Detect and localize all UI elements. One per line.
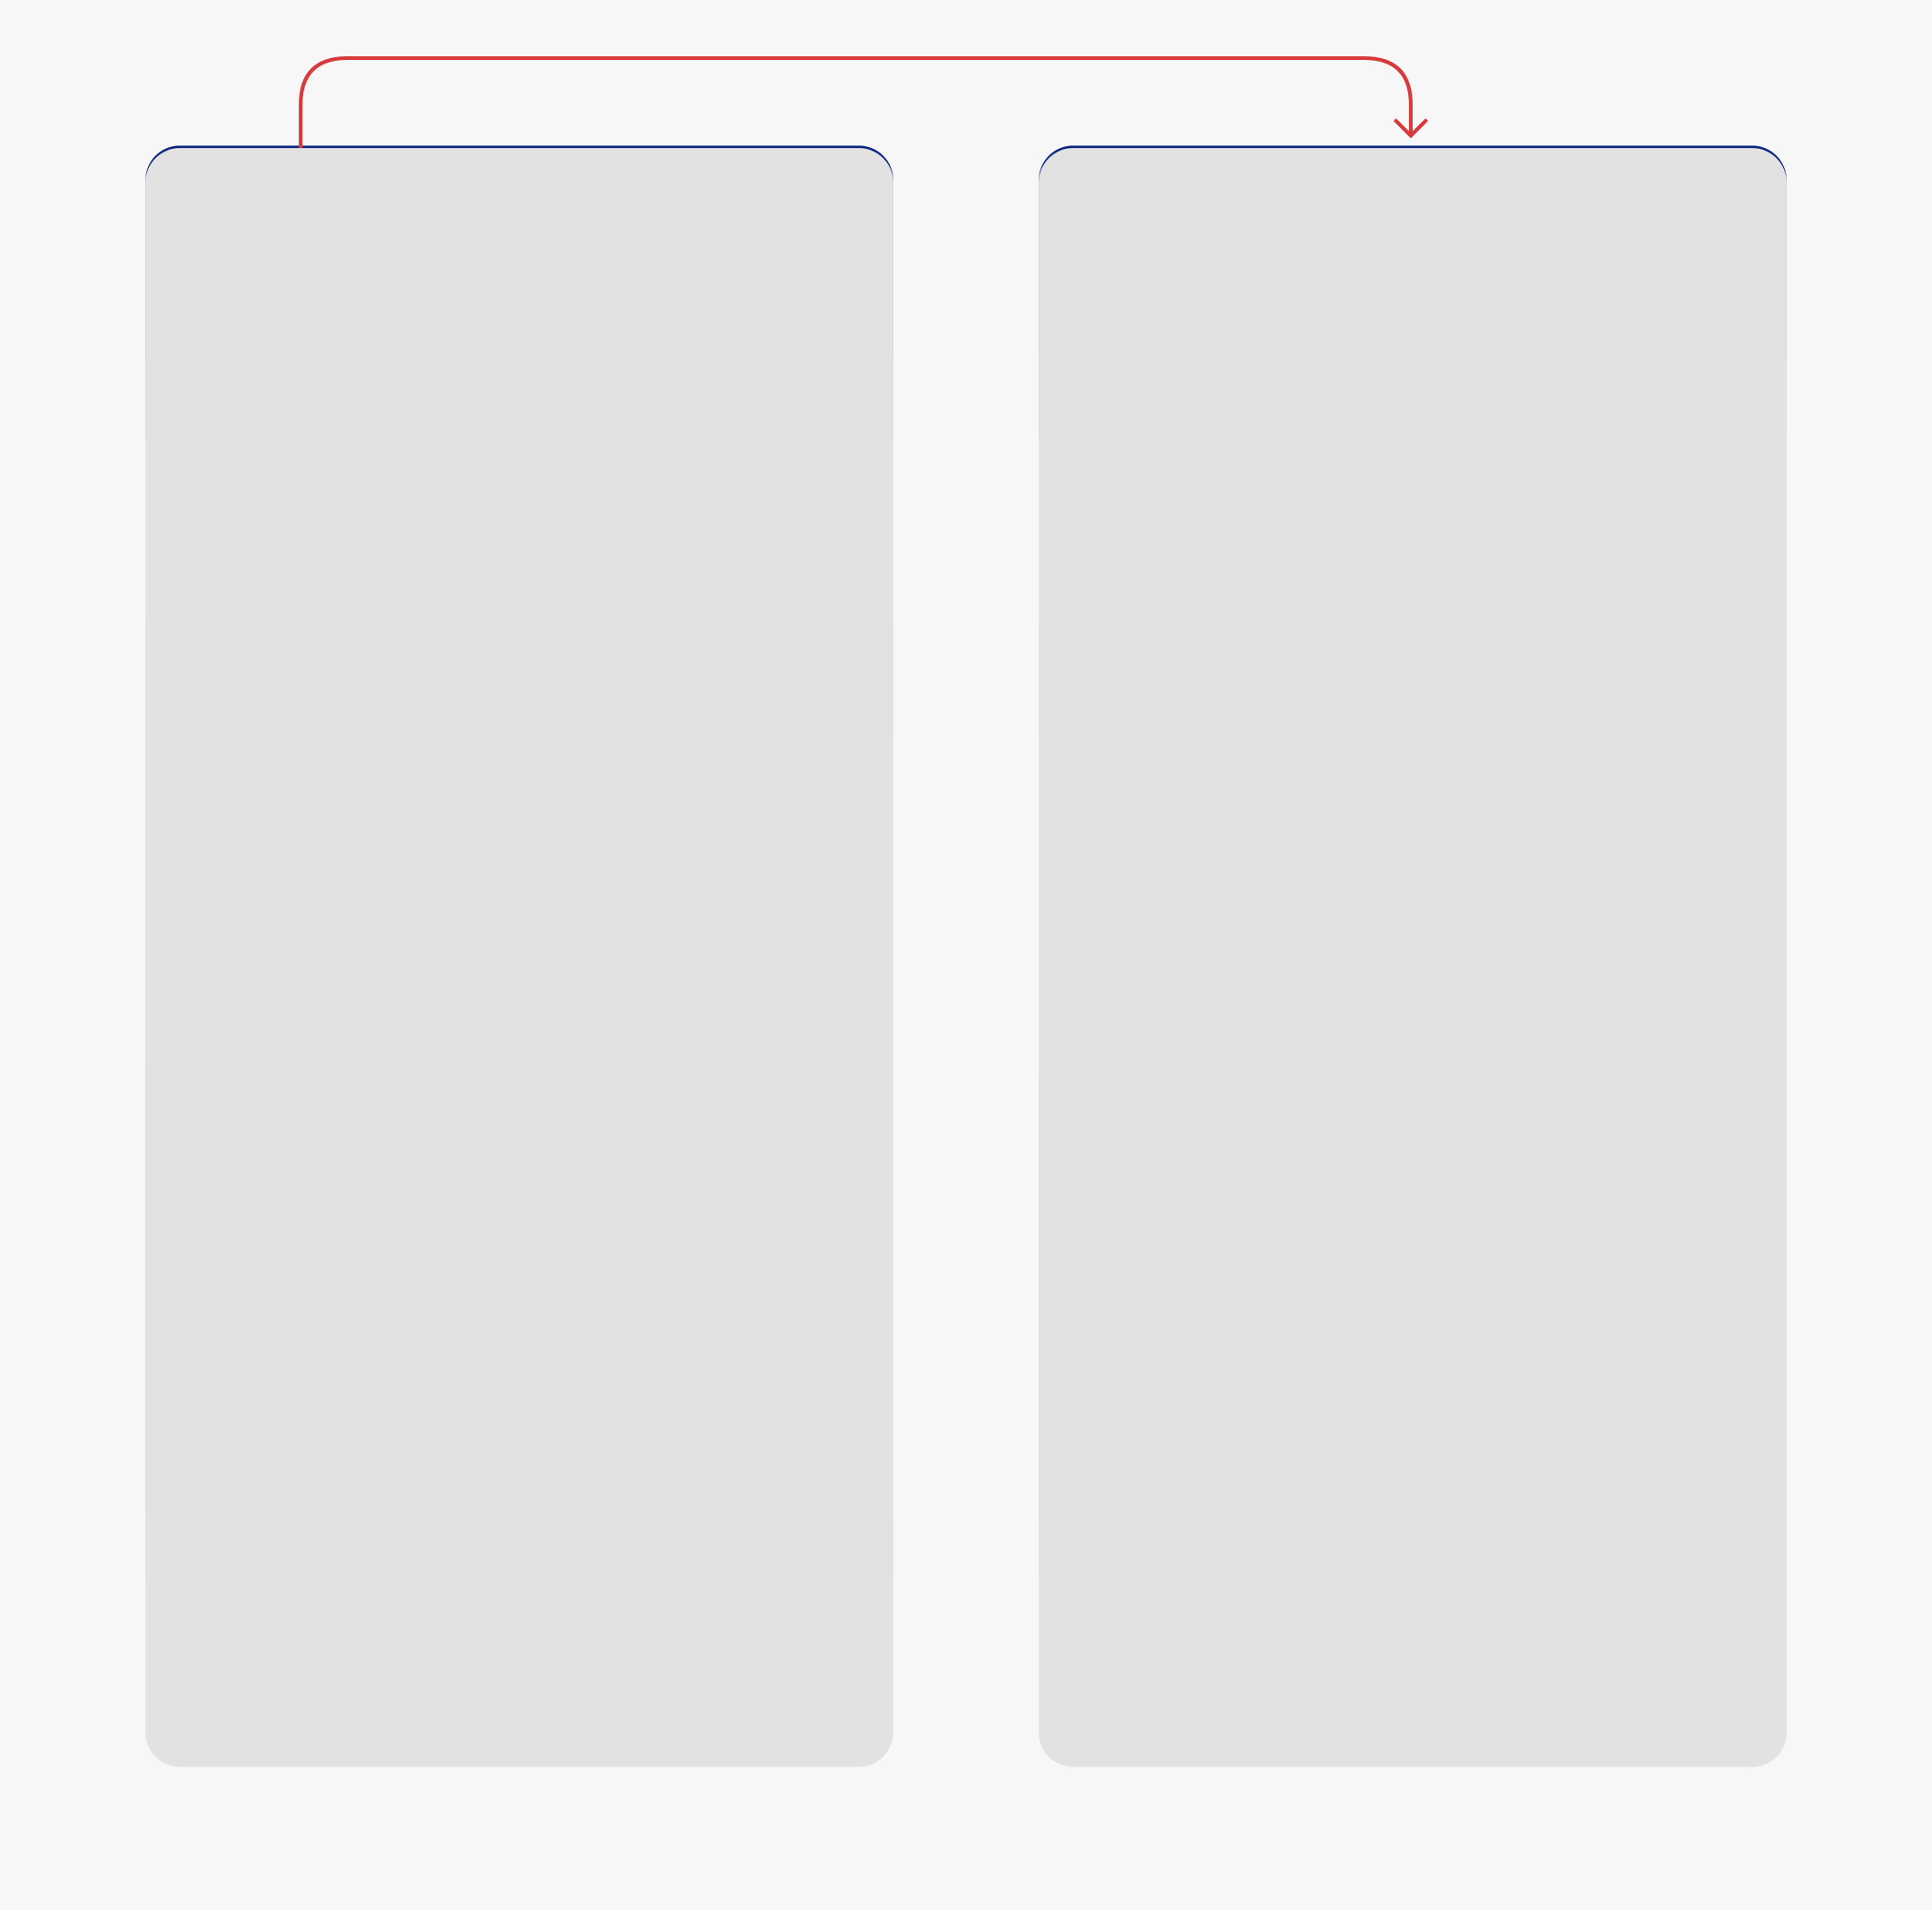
phone-shadow [145,148,893,1767]
flow-arrow [299,55,1413,438]
arrow-head [1393,118,1429,139]
phone-shadow [1039,148,1787,1767]
